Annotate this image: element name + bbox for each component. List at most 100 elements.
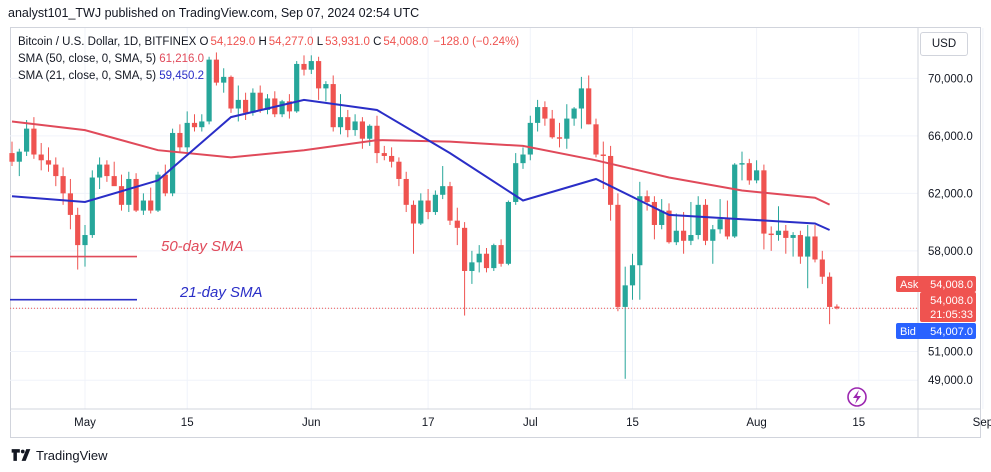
legend-high-label: H: [258, 36, 267, 48]
candle-body: [294, 63, 300, 112]
currency-button[interactable]: USD: [920, 32, 968, 56]
candle-body: [578, 88, 584, 109]
chart-frame[interactable]: [10, 27, 981, 438]
candle-body: [549, 118, 555, 138]
y-tick-label: 66,000.0: [928, 131, 973, 143]
x-tick-label: 15: [626, 417, 639, 429]
candle-body: [162, 174, 168, 194]
candle-body: [462, 227, 468, 271]
candle-body: [476, 253, 482, 263]
candle-body: [191, 122, 198, 128]
footer: TradingView: [10, 444, 108, 466]
candle-body: [790, 235, 796, 238]
tradingview-logo-icon: [11, 449, 31, 461]
candle-body: [637, 196, 643, 266]
candle-body: [681, 230, 687, 241]
candle-body: [666, 210, 672, 243]
candle-body: [695, 204, 701, 236]
ask-price: 54,008.0: [930, 279, 973, 291]
candle-body: [688, 235, 694, 241]
candle-body: [38, 154, 44, 161]
legend-sma50-value: 61,216.0: [159, 53, 205, 65]
candle-body: [53, 164, 59, 177]
x-tick-label: May: [74, 417, 96, 429]
candle-body: [556, 137, 563, 139]
candle-body: [410, 204, 417, 224]
x-tick-label: Jun: [302, 417, 321, 429]
y-tick-label: 62,000.0: [928, 188, 973, 200]
y-tick-label: 58,000.0: [928, 246, 973, 258]
countdown: 21:05:33: [930, 309, 973, 321]
candle-body: [221, 76, 227, 83]
x-tick-label: 17: [422, 417, 435, 429]
candle-body: [775, 230, 782, 236]
candle-body: [622, 285, 628, 307]
legend-sma21-label: SMA (21, close, 0, SMA, 5): [18, 70, 157, 82]
candle-body: [812, 236, 818, 260]
candle-body: [403, 178, 409, 205]
candle-body: [513, 163, 519, 202]
legend-sma50-label: SMA (50, close, 0, SMA, 5): [18, 53, 157, 65]
candle-body: [520, 154, 526, 164]
candle-body: [586, 88, 592, 125]
candle-body: [797, 235, 803, 257]
candle-body: [593, 124, 599, 155]
legend-sma21-value: 59,450.2: [159, 70, 205, 82]
candle-body: [323, 84, 329, 89]
legend-ohlc-row: Bitcoin / U.S. Dollar, 1D, BITFINEX O 54,…: [18, 34, 519, 51]
candle-body: [542, 107, 548, 119]
x-tick-label: Aug: [746, 417, 766, 429]
candle-body: [24, 128, 30, 152]
candle-body: [148, 200, 154, 211]
lightning-icon[interactable]: [847, 387, 867, 407]
candle-body: [724, 219, 730, 237]
candle-body: [717, 219, 723, 230]
legend-close-label: C: [373, 36, 382, 48]
x-tick-label: 15: [852, 417, 865, 429]
candle-body: [702, 204, 709, 241]
candle-body: [359, 121, 365, 139]
candle-body: [286, 101, 292, 112]
candle-body: [213, 59, 219, 83]
legend-symbol: Bitcoin / U.S. Dollar, 1D, BITFINEX: [18, 36, 197, 48]
candle-body: [118, 186, 125, 205]
last-price: 54,008.0: [930, 295, 973, 307]
x-tick-label: Sep: [973, 417, 991, 429]
lightning-icon-bolt: [853, 390, 861, 404]
candle-body: [564, 118, 570, 139]
candle-body: [279, 101, 285, 115]
candle-body: [250, 92, 256, 113]
candle-body: [505, 201, 511, 264]
candle-body: [732, 164, 738, 237]
candle-body: [140, 200, 146, 211]
candle-body: [535, 107, 541, 123]
candle-body: [454, 220, 460, 228]
candle-body: [827, 276, 833, 307]
candle-body: [440, 186, 446, 195]
candle-body: [418, 200, 424, 224]
candle-body: [367, 125, 373, 139]
candle-body: [170, 132, 176, 194]
x-tick-label: 15: [181, 417, 194, 429]
candle-body: [425, 200, 431, 213]
candle-body: [126, 178, 132, 205]
candle-body: [133, 178, 139, 211]
candle-body: [469, 262, 475, 271]
candle-body: [768, 233, 774, 236]
candle-body: [834, 306, 840, 309]
bid-price: 54,007.0: [930, 326, 973, 338]
candle-body: [235, 99, 241, 109]
candle-body: [9, 153, 15, 162]
chart-legend: Bitcoin / U.S. Dollar, 1D, BITFINEX O 54,…: [18, 34, 519, 85]
bid-label-box: [896, 323, 976, 339]
candle-body: [710, 229, 716, 241]
candle-body: [754, 170, 760, 181]
sma50-line: [11, 120, 831, 206]
candle-body: [761, 170, 767, 234]
footer-brand: TradingView: [36, 447, 108, 463]
legend-sma21-row: SMA (21, close, 0, SMA, 5) 59,450.2: [18, 68, 519, 85]
candle-body: [432, 194, 438, 213]
published-line: analyst101_TWJ published on TradingView.…: [8, 6, 420, 20]
candle-body: [155, 174, 161, 211]
